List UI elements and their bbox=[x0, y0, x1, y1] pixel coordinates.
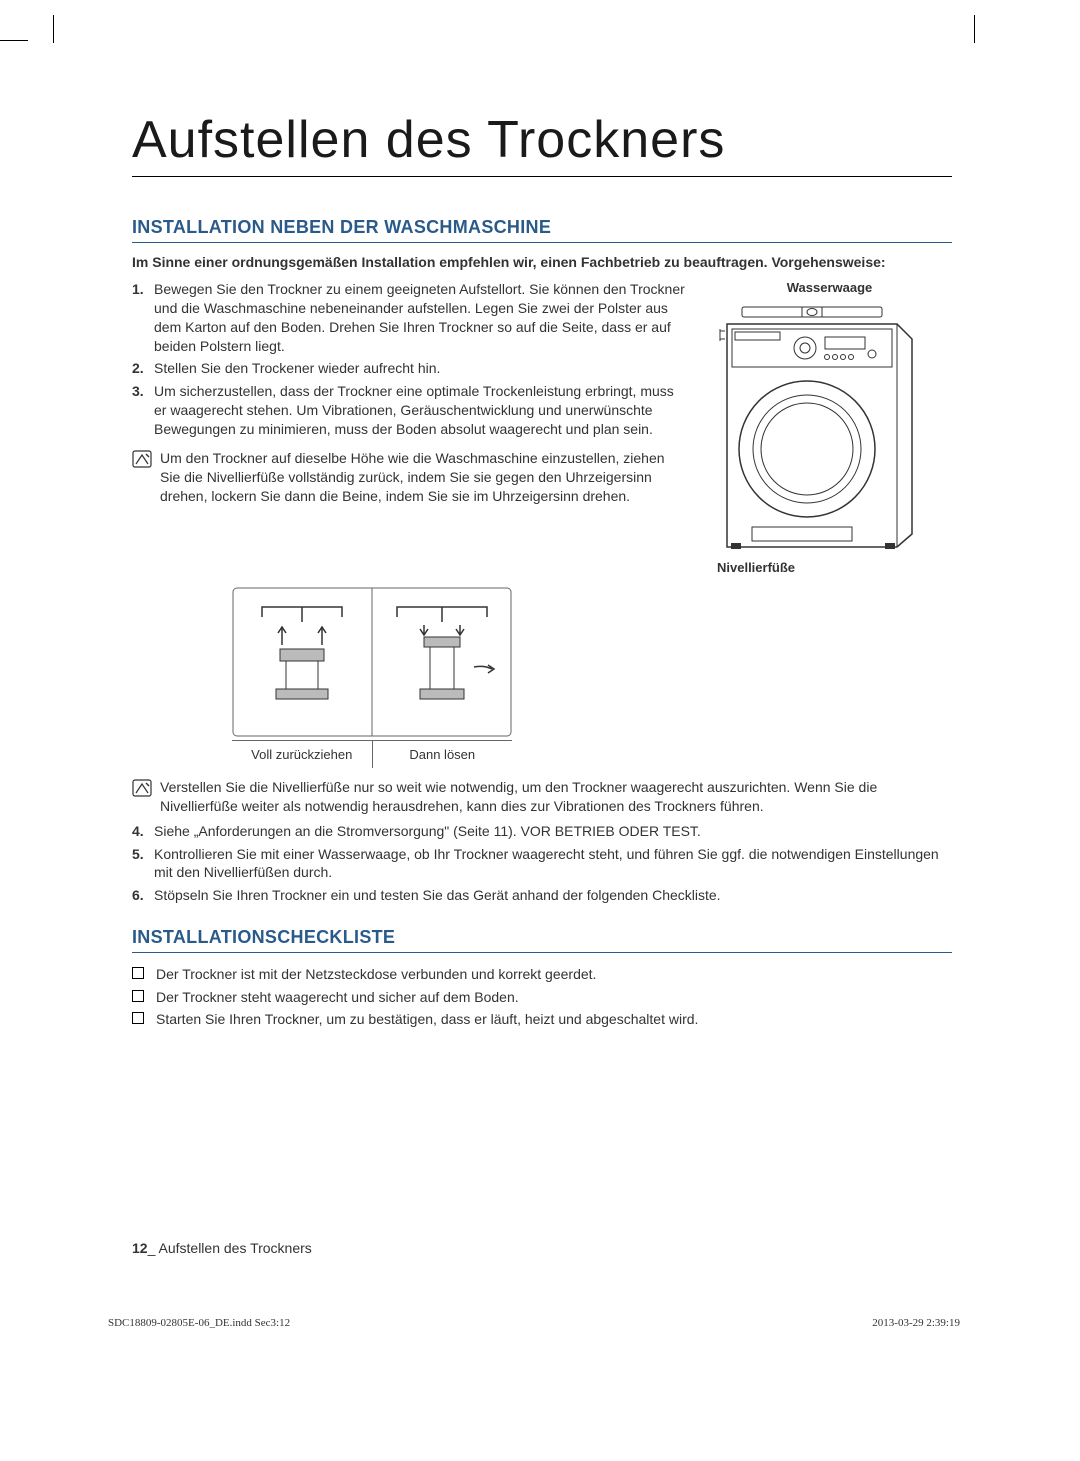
feet-label: Dann lösen bbox=[373, 741, 513, 768]
main-row: Bewegen Sie den Trockner zu einem geeign… bbox=[132, 280, 952, 575]
note-block: Verstellen Sie die Nivellierfüße nur so … bbox=[132, 778, 952, 816]
feet-diagram-svg bbox=[232, 587, 512, 737]
figure-label-top: Wasserwaage bbox=[707, 280, 952, 295]
crop-mark bbox=[0, 40, 28, 42]
step-item: Siehe „Anforderungen an die Stromversorg… bbox=[132, 822, 952, 841]
step-item: Stellen Sie den Trockener wieder aufrech… bbox=[132, 359, 687, 378]
page-title: Aufstellen des Trockners bbox=[132, 110, 952, 177]
note-text: Verstellen Sie die Nivellierfüße nur so … bbox=[160, 778, 952, 816]
left-column: Bewegen Sie den Trockner zu einem geeign… bbox=[132, 280, 687, 575]
step-item: Um sicherzustellen, dass der Trockner ei… bbox=[132, 382, 687, 439]
crop-mark bbox=[53, 15, 54, 43]
crop-mark bbox=[974, 15, 975, 43]
steps-list-b: Siehe „Anforderungen an die Stromversorg… bbox=[132, 822, 952, 906]
checklist: Der Trockner ist mit der Netzsteckdose v… bbox=[132, 963, 952, 1030]
section-heading-installation: INSTALLATION NEBEN DER WASCHMASCHINE bbox=[132, 217, 952, 243]
section-checklist: INSTALLATIONSCHECKLISTE Der Trockner ist… bbox=[132, 927, 952, 1030]
note-icon bbox=[132, 450, 152, 468]
imprint-left: SDC18809-02805E-06_DE.indd Sec3:12 bbox=[108, 1317, 290, 1329]
step-item: Kontrollieren Sie mit einer Wasserwaage,… bbox=[132, 845, 952, 883]
footer-sep: _ bbox=[148, 1240, 156, 1256]
feet-label: Voll zurückziehen bbox=[232, 741, 373, 768]
page-number: 12 bbox=[132, 1240, 148, 1256]
intro-text: Im Sinne einer ordnungsgemäßen Installat… bbox=[132, 253, 952, 272]
checklist-item: Der Trockner ist mit der Netzsteckdose v… bbox=[132, 963, 952, 985]
dryer-figure bbox=[707, 299, 937, 549]
checklist-item: Der Trockner steht waagerecht und sicher… bbox=[132, 986, 952, 1008]
right-column: Wasserwaage bbox=[707, 280, 952, 575]
step-item: Stöpseln Sie Ihren Trockner ein und test… bbox=[132, 886, 952, 905]
note-text: Um den Trockner auf dieselbe Höhe wie di… bbox=[160, 449, 687, 506]
feet-labels: Voll zurückziehen Dann lösen bbox=[232, 740, 512, 768]
steps-list-a: Bewegen Sie den Trockner zu einem geeign… bbox=[132, 280, 687, 439]
step-item: Bewegen Sie den Trockner zu einem geeign… bbox=[132, 280, 687, 356]
checklist-item: Starten Sie Ihren Trockner, um zu bestät… bbox=[132, 1008, 952, 1030]
note-icon bbox=[132, 779, 152, 797]
imprint-right: 2013-03-29 2:39:19 bbox=[872, 1317, 960, 1329]
footer-section: Aufstellen des Trockners bbox=[159, 1240, 312, 1256]
page-content: Aufstellen des Trockners INSTALLATION NE… bbox=[132, 110, 952, 1030]
section-heading-checklist: INSTALLATIONSCHECKLISTE bbox=[132, 927, 952, 953]
note-block: Um den Trockner auf dieselbe Höhe wie di… bbox=[132, 449, 687, 506]
page-footer: 12_ Aufstellen des Trockners bbox=[132, 1240, 312, 1256]
feet-diagram: Voll zurückziehen Dann lösen bbox=[232, 587, 512, 768]
figure-label-bottom: Nivellierfüße bbox=[717, 560, 952, 575]
